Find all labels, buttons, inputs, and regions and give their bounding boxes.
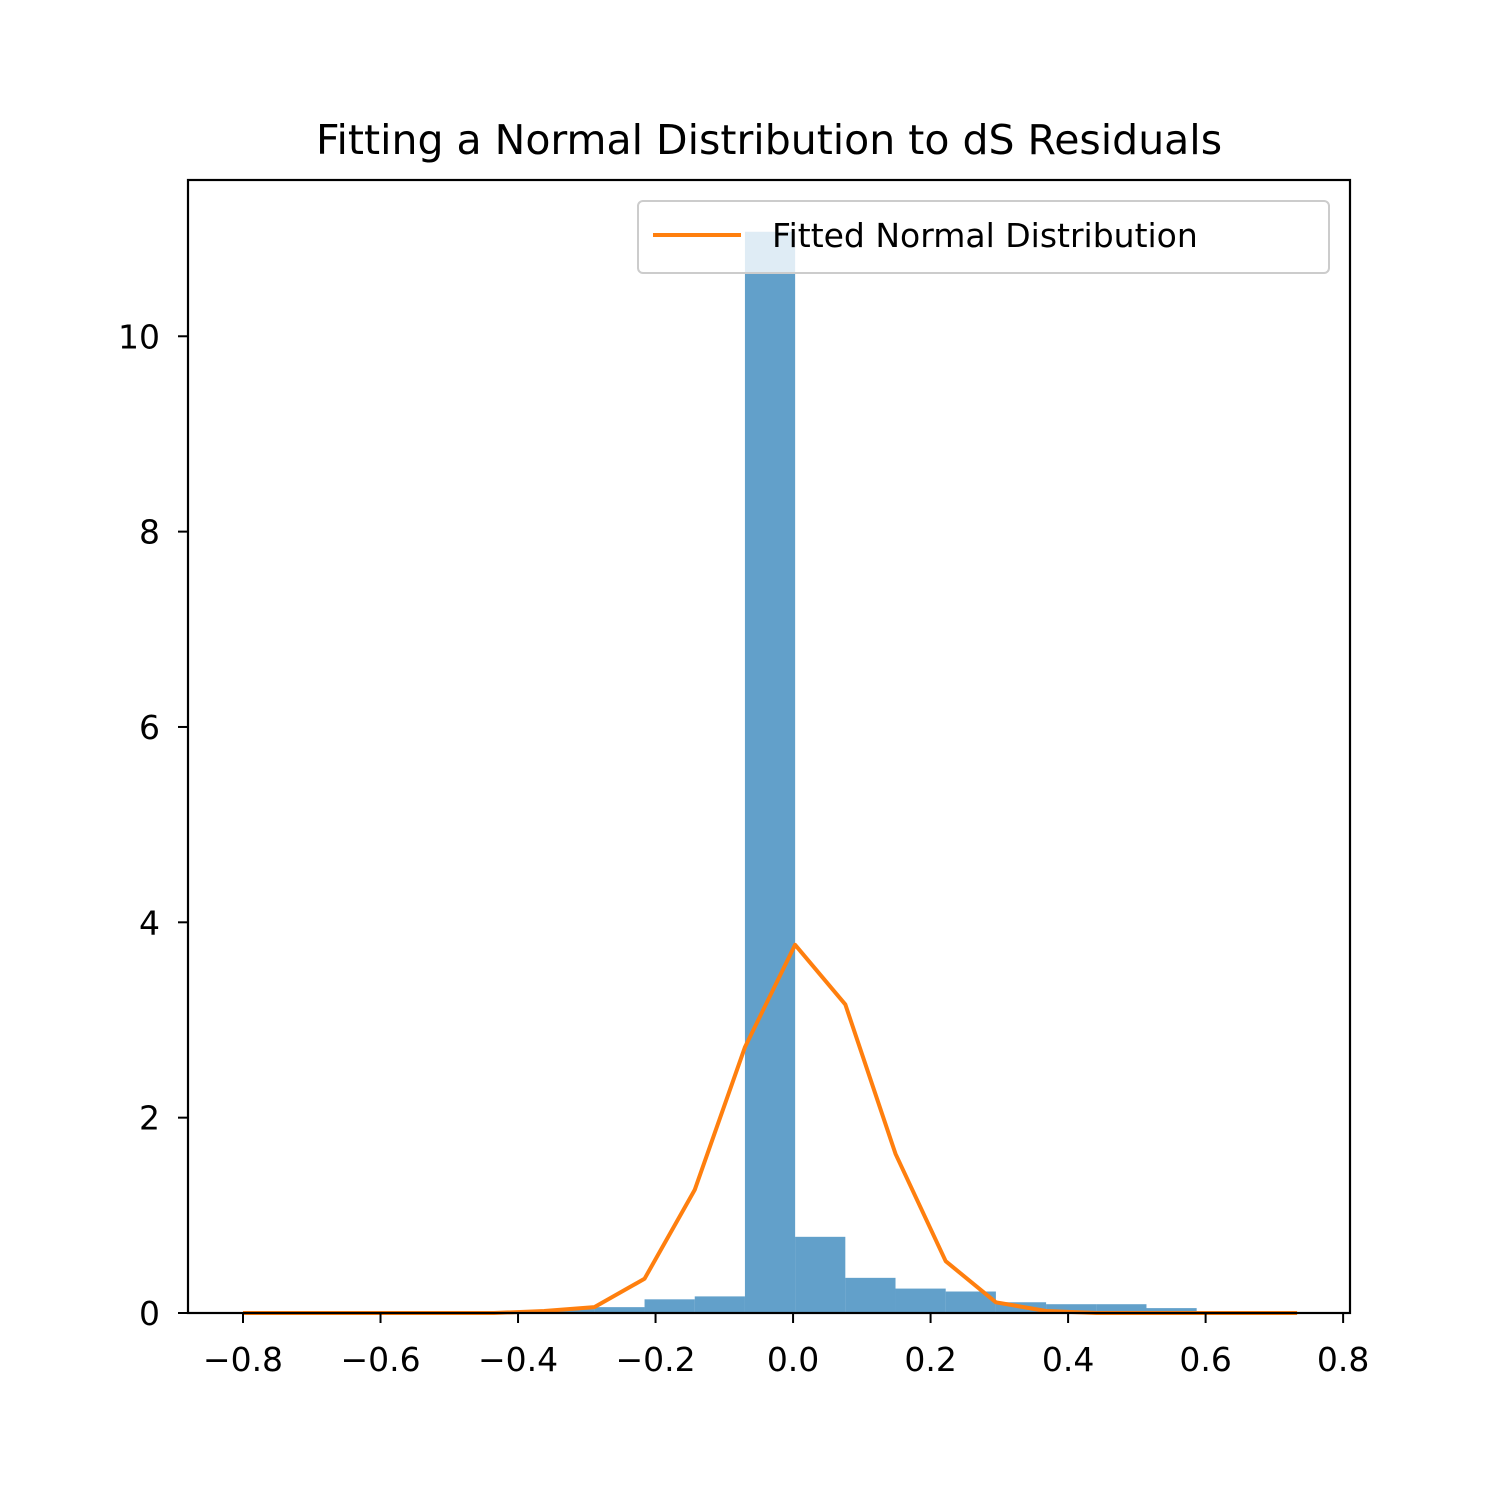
histogram-bar [594,1307,645,1313]
legend: Fitted Normal Distribution [637,200,1330,274]
histogram-bar [1146,1308,1197,1313]
x-axis-ticks: −0.8 −0.6 −0.4 −0.2 0.0 0.2 0.4 0.6 0.8 [203,1313,1369,1379]
histogram-bar [795,1236,846,1313]
x-tick-label: 0.6 [1179,1340,1231,1379]
y-tick-label: 0 [139,1294,160,1333]
x-tick-label: 0.0 [767,1340,819,1379]
axes-frame [186,178,1352,1315]
y-axis-ticks: 0 2 4 6 8 10 [118,317,188,1333]
histogram-bar [845,1277,896,1313]
histogram-bar [895,1288,946,1313]
y-tick-label: 8 [139,513,160,552]
histogram-bar [1096,1304,1147,1313]
legend-label: Fitted Normal Distribution [772,216,1198,255]
x-tick-label: 0.4 [1042,1340,1094,1379]
histogram-bar [945,1291,996,1313]
x-tick-label: −0.6 [340,1340,420,1379]
histogram-bar [744,231,796,1314]
histogram-bar [644,1299,695,1313]
chart-title: Fitting a Normal Distribution to dS Resi… [316,116,1222,164]
histogram-bars [544,231,1197,1314]
x-tick-label: −0.4 [478,1340,558,1379]
y-tick-label: 6 [139,708,160,747]
histogram-bar [1046,1304,1097,1313]
histogram-bar [694,1296,745,1313]
x-tick-label: 0.8 [1317,1340,1369,1379]
y-tick-label: 2 [139,1099,160,1138]
y-tick-label: 10 [118,317,160,356]
x-tick-label: −0.2 [615,1340,695,1379]
y-tick-label: 4 [139,903,160,942]
x-tick-label: −0.8 [203,1340,283,1379]
legend-box [637,200,1330,274]
x-tick-label: 0.2 [904,1340,956,1379]
